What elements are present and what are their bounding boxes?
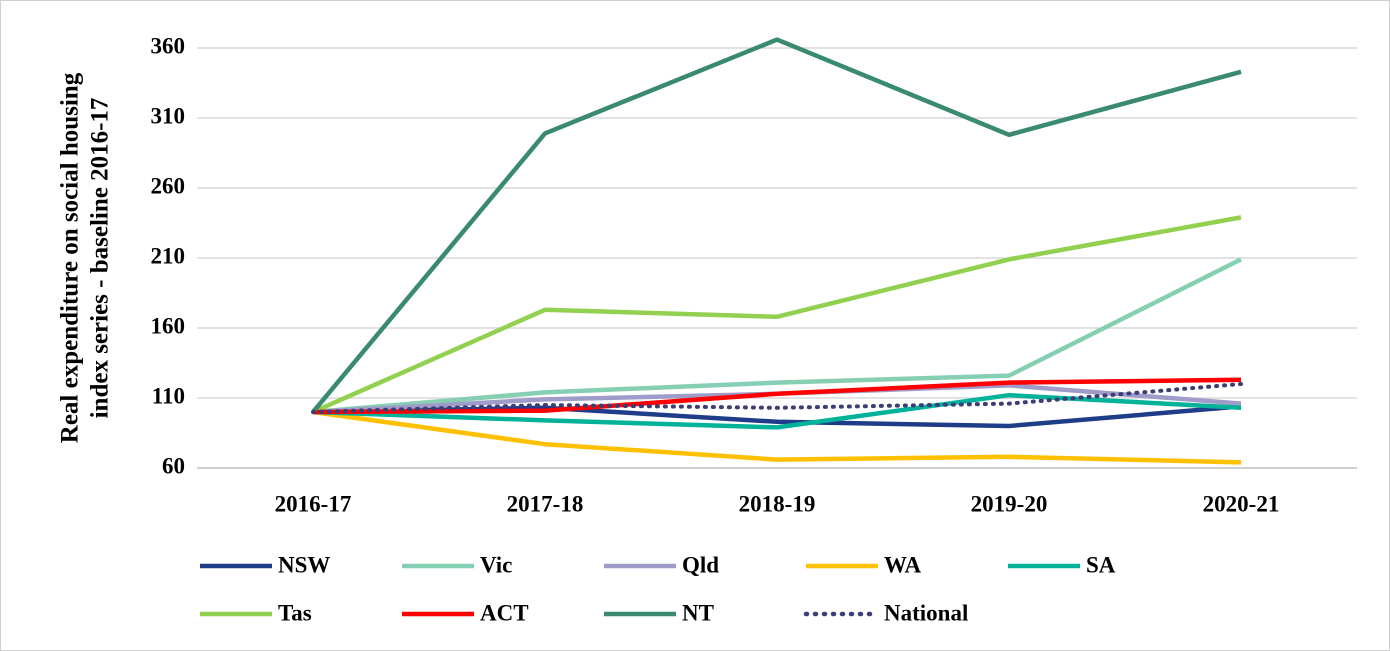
series-line bbox=[312, 377, 1242, 415]
legend-label: NT bbox=[682, 600, 714, 625]
series-line bbox=[311, 382, 1243, 414]
series-line bbox=[312, 257, 1243, 415]
legend-label: Vic bbox=[480, 552, 512, 577]
y-tick-label: 210 bbox=[151, 243, 186, 268]
y-tick-label: 360 bbox=[151, 33, 186, 58]
legend-label: SA bbox=[1086, 552, 1116, 577]
y-tick-label: 110 bbox=[152, 383, 185, 408]
x-tick-label: 2017-18 bbox=[507, 491, 584, 516]
series-line bbox=[311, 37, 1242, 414]
legend-label: Qld bbox=[682, 552, 719, 577]
y-axis-title: index series - baseline 2016-17 bbox=[87, 98, 114, 419]
x-tick-label: 2018-19 bbox=[739, 491, 816, 516]
x-tick-label: 2019-20 bbox=[971, 491, 1048, 516]
y-tick-label: 310 bbox=[151, 103, 186, 128]
x-tick-label: 2016-17 bbox=[275, 491, 352, 516]
legend-label: NSW bbox=[278, 552, 330, 577]
legend-label: WA bbox=[884, 552, 921, 577]
series-line bbox=[312, 409, 1242, 465]
series-line bbox=[312, 215, 1242, 415]
y-tick-label: 260 bbox=[151, 173, 186, 198]
legend-label: ACT bbox=[480, 600, 529, 625]
y-axis-title: Real expenditure on social housing bbox=[57, 72, 84, 443]
legend-label: Tas bbox=[278, 600, 312, 625]
x-tick-label: 2020-21 bbox=[1203, 491, 1280, 516]
y-tick-label: 160 bbox=[151, 313, 186, 338]
y-tick-label: 60 bbox=[162, 453, 185, 478]
series-line bbox=[312, 392, 1242, 430]
legend-label: National bbox=[884, 600, 968, 625]
